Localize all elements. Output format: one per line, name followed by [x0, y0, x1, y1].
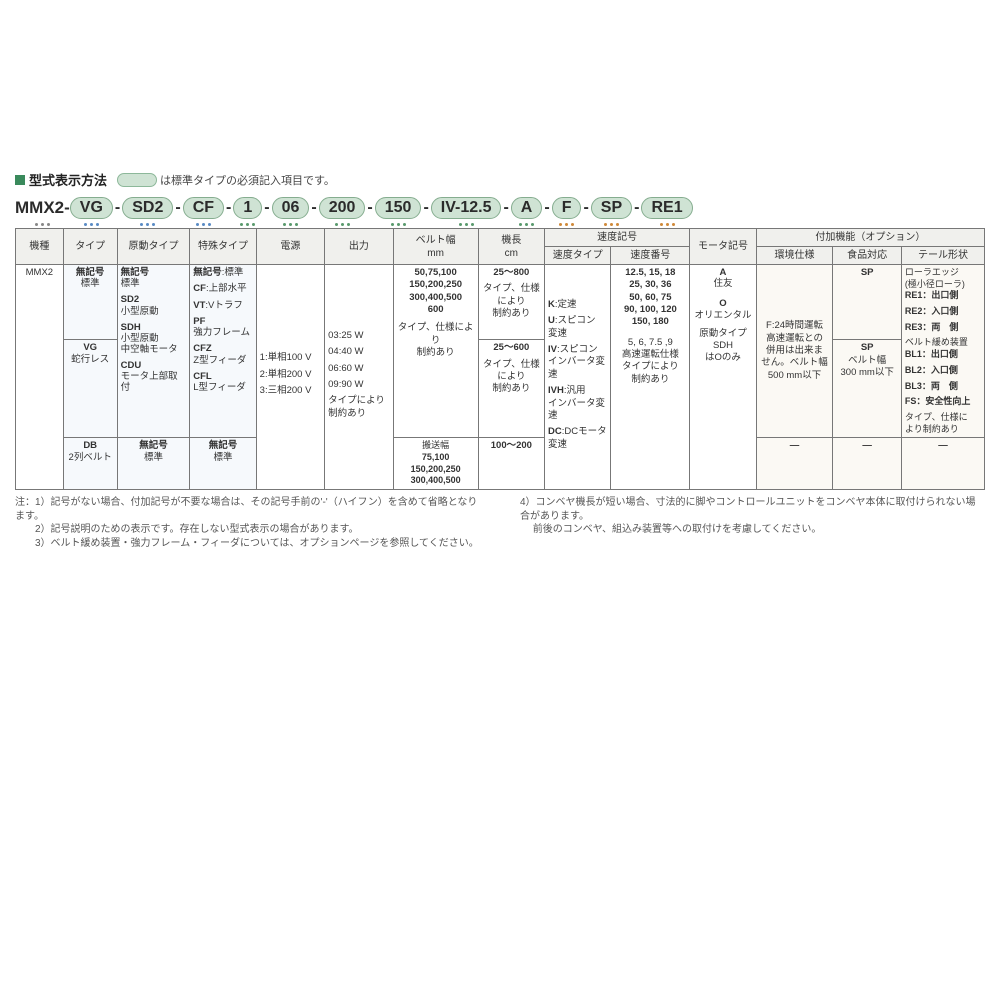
th-power: 電源	[256, 229, 324, 265]
th-env: 環境仕様	[756, 247, 833, 265]
title-note-text: は標準タイプの必須記入項目です。	[160, 172, 335, 188]
footnotes: 注：1）記号がない場合、付加記号が不要な場合は、その記号手前の'-'（ハイフン）…	[15, 496, 985, 550]
th-model: 機種	[16, 229, 64, 265]
cell-env: F:24時間運転 高速運転との 併用は出来ま せん。ベルト幅 500 mm以下	[756, 265, 833, 438]
title-marker	[15, 175, 25, 185]
cell-food-dash: ―	[833, 438, 901, 490]
section-title: 型式表示方法	[29, 170, 107, 189]
cell-bw2: 搬送幅 75,100 150,200,250 300,400,500	[393, 438, 478, 490]
code-seg-1: SD2	[122, 197, 173, 219]
th-food: 食品対応	[833, 247, 901, 265]
code-seg-11: RE1	[641, 197, 692, 219]
pill-legend-icon	[117, 173, 157, 187]
cell-len2: 25～600 タイプ、仕様 により 制約あり	[478, 340, 544, 438]
th-special: 特殊タイプ	[190, 229, 256, 265]
cell-tail: ローラエッジ (極小径ローラ) RE1：出口側 RE2：入口側 RE3：両 側 …	[901, 265, 984, 438]
th-tail: テール形状	[901, 247, 984, 265]
th-speed: 速度記号	[545, 229, 690, 247]
cell-tail-dash: ―	[901, 438, 984, 490]
title-note: は標準タイプの必須記入項目です。	[117, 172, 335, 188]
cell-env-dash: ―	[756, 438, 833, 490]
code-seg-5: 200	[319, 197, 366, 219]
th-speedtype: 速度タイプ	[545, 247, 611, 265]
title-row: 型式表示方法 は標準タイプの必須記入項目です。	[15, 170, 985, 189]
code-seg-8: A	[511, 197, 543, 219]
th-option: 付加機能（オプション）	[756, 229, 984, 247]
code-seg-2: CF	[183, 197, 224, 219]
cell-type3: DB 2列ベルト	[63, 438, 117, 490]
cell-type2: VG 蛇行レス	[63, 340, 117, 438]
cell-len3: 100～200	[478, 438, 544, 490]
cell-food2: SPベルト幅 300 mm以下	[833, 340, 901, 438]
th-motor: モータ記号	[690, 229, 756, 265]
code-seg-3: 1	[233, 197, 262, 219]
cell-food1: SP	[833, 265, 901, 340]
cell-speedtype: K:定速 U:スピコン 変速 IV:スピコン インバータ変速 IVH:汎用 イン…	[545, 265, 611, 490]
footnote-left: 注：1）記号がない場合、付加記号が不要な場合は、その記号手前の'-'（ハイフン）…	[15, 496, 480, 550]
cell-motor: A住友 Oオリエンタル 原動タイプSDH はOのみ	[690, 265, 756, 490]
cell-power: 1:単相100 V 2:単相200 V 3:三相200 V	[256, 265, 324, 490]
cell-speednum: 12.5, 15, 18 25, 30, 36 50, 60, 75 90, 1…	[611, 265, 690, 490]
cell-output: 03:25 W 04:40 W 06:60 W 09:90 W タイプにより 制…	[325, 265, 393, 490]
code-seg-4: 06	[272, 197, 310, 219]
th-speednum: 速度番号	[611, 247, 690, 265]
cell-len1: 25～800 タイプ、仕様 により 制約あり	[478, 265, 544, 340]
code-seg-6: 150	[375, 197, 422, 219]
cell-beltw1: 50,75,100 150,200,250 300,400,500 600 タイ…	[393, 265, 478, 438]
cell-drive-upper: 無記号標準 SD2小型原動 SDH小型原動 中空軸モータ CDUモータ上部取付	[117, 265, 190, 438]
footnote-right: 4）コンベヤ機長が短い場合、寸法的に脚やコントロールユニットをコンベヤ本体に取付…	[520, 496, 985, 550]
cell-special-upper: 無記号:標準 CF:上部水平 VT:Vトラフ PF強力フレーム CFZZ型フィー…	[190, 265, 256, 438]
th-beltw: ベルト幅 mm	[393, 229, 478, 265]
code-seg-10: SP	[591, 197, 632, 219]
th-type: タイプ	[63, 229, 117, 265]
cell-drive5: 無記号 標準	[117, 438, 190, 490]
code-prefix: MMX2-	[15, 195, 70, 221]
cell-sp7: 無記号 標準	[190, 438, 256, 490]
th-length: 機長 cm	[478, 229, 544, 265]
cell-type1: 無記号 標準	[63, 265, 117, 340]
code-seg-0: VG	[70, 197, 113, 219]
th-drive: 原動タイプ	[117, 229, 190, 265]
cell-model: MMX2	[16, 265, 64, 490]
code-seg-9: F	[552, 197, 582, 219]
code-seg-7: IV-12.5	[431, 197, 502, 219]
spec-table: 機種 タイプ 原動タイプ 特殊タイプ 電源 出力 ベルト幅 mm 機長 cm 速…	[15, 228, 985, 490]
model-code-row: MMX2- VG - SD2 - CF - 1 - 06 - 200 - 150…	[15, 195, 985, 226]
th-output: 出力	[325, 229, 393, 265]
